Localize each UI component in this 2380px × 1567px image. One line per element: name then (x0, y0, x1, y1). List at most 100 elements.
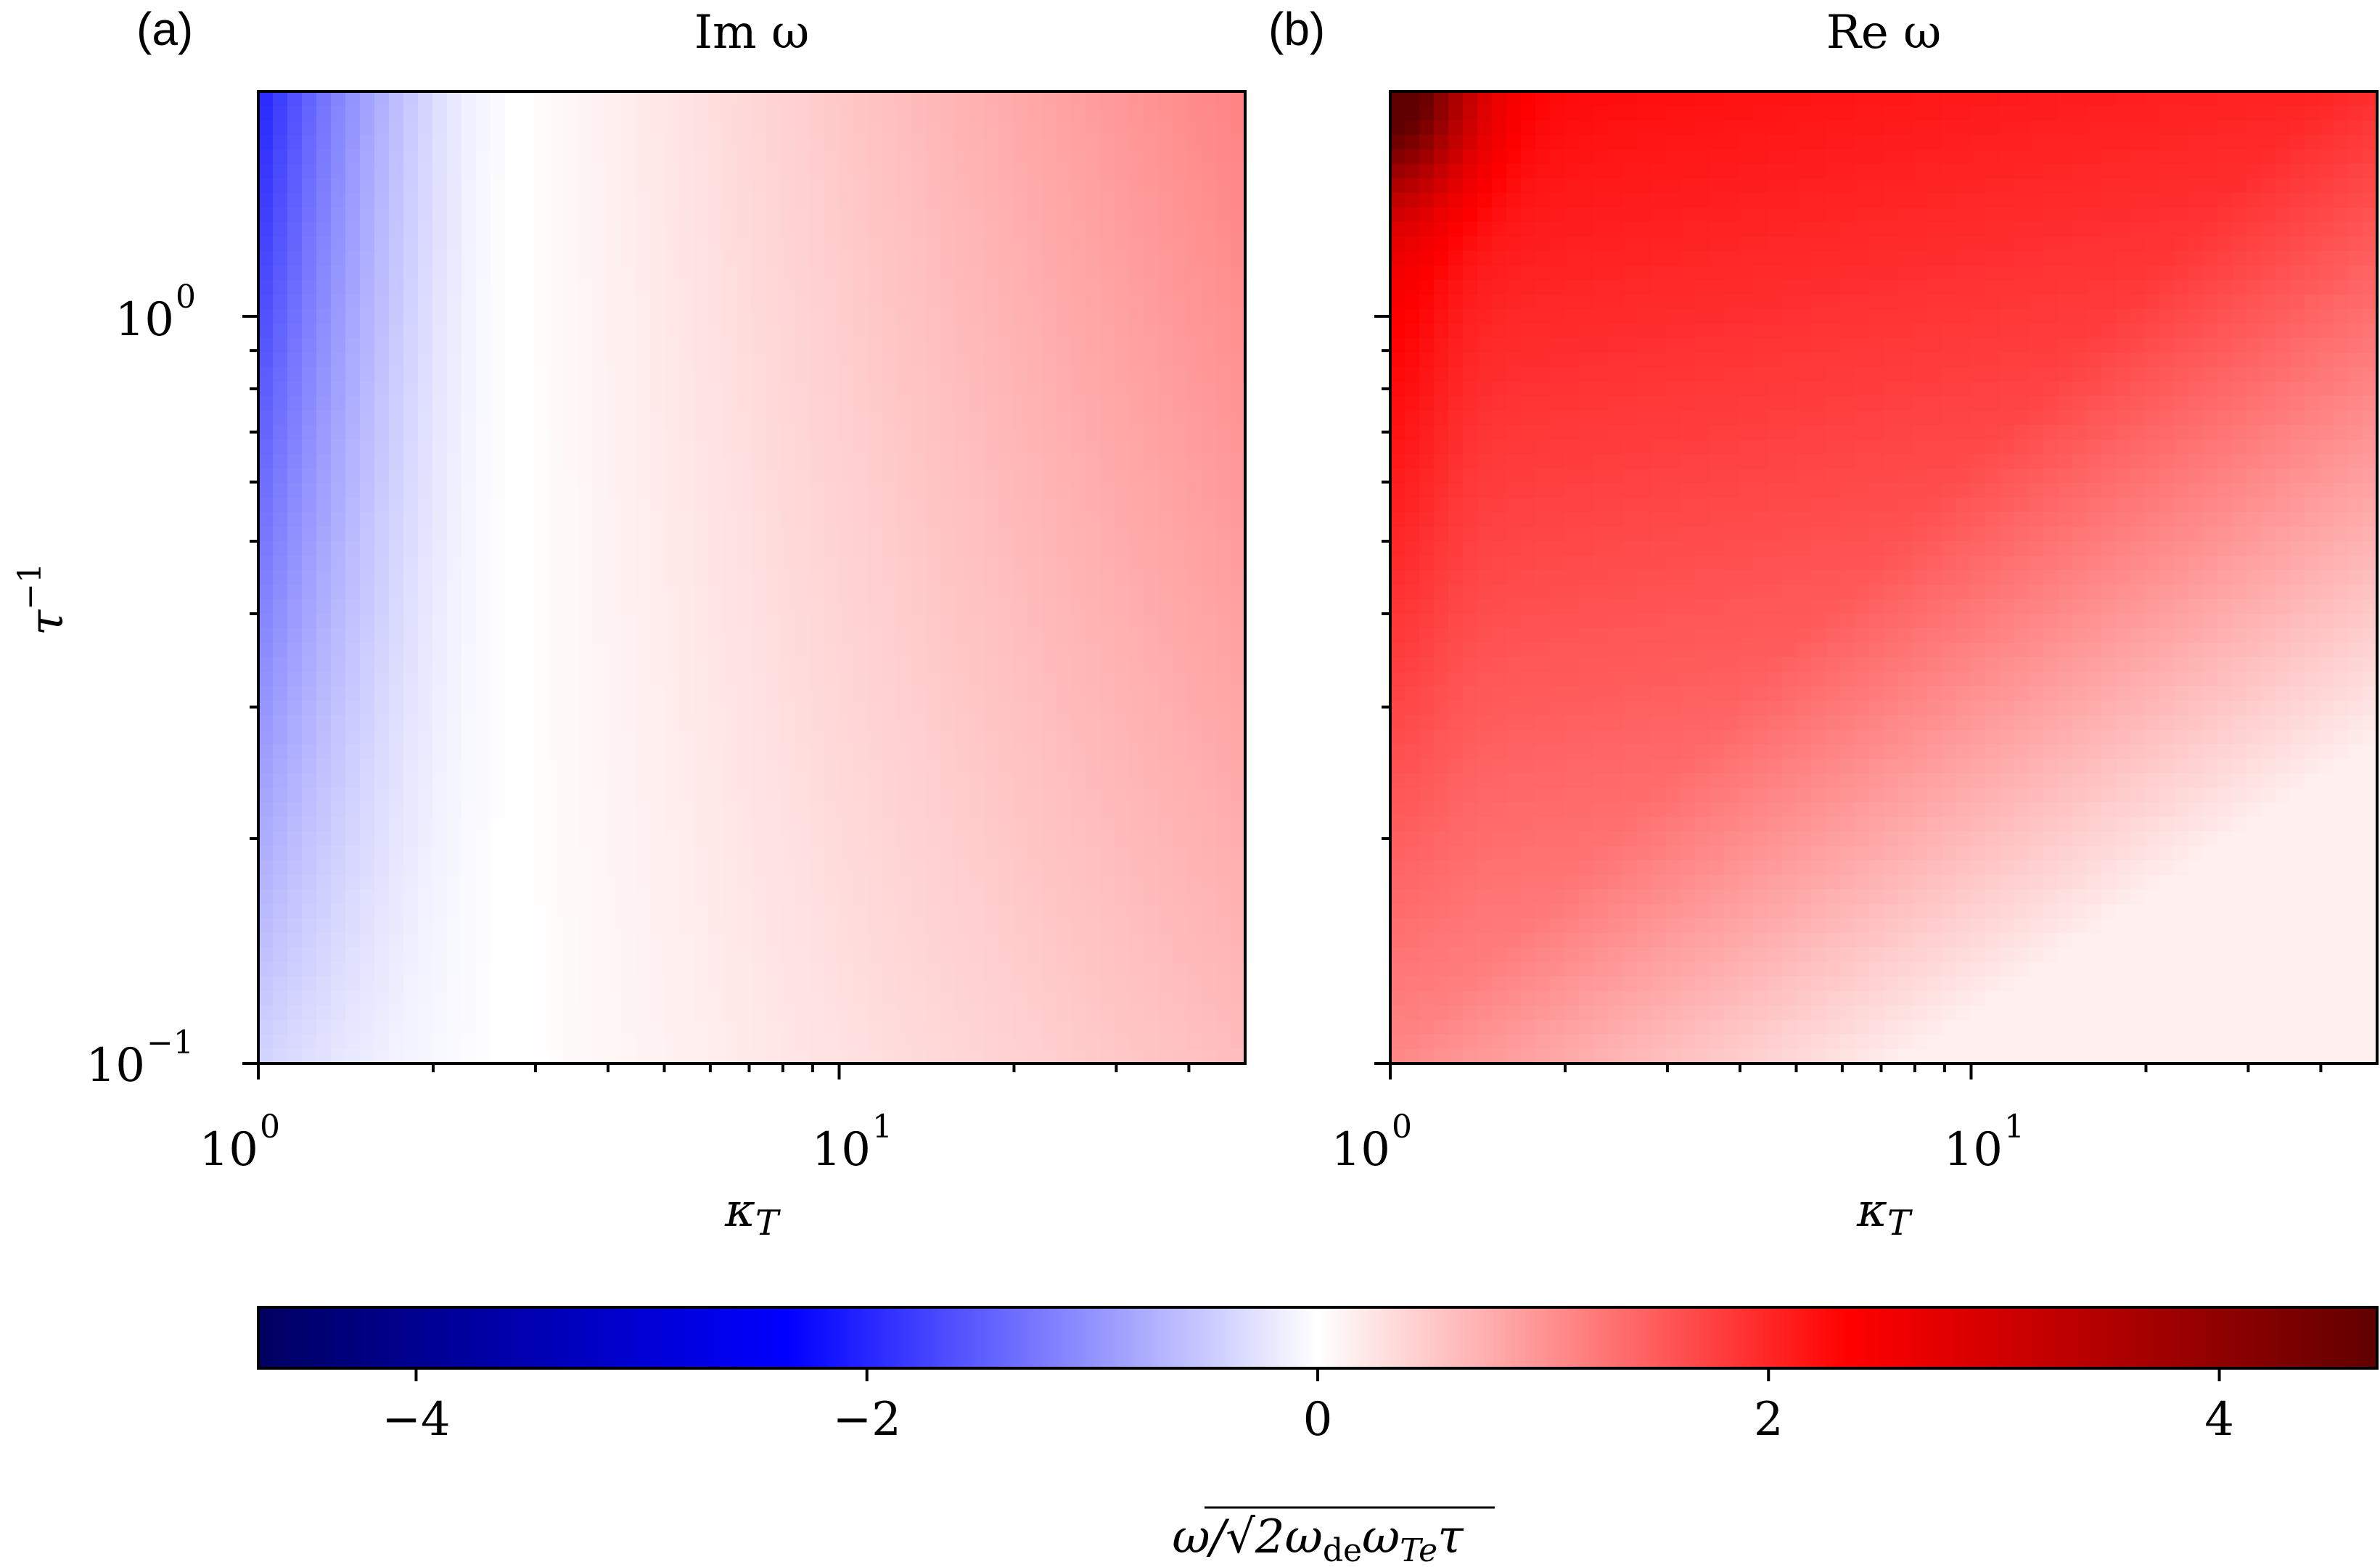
heatmap-cell (1129, 788, 1144, 803)
heatmap-cell (998, 207, 1014, 223)
heatmap-cell (795, 469, 811, 484)
heatmap-cell (418, 425, 433, 440)
heatmap-cell (549, 599, 564, 614)
heatmap-cell (723, 353, 738, 368)
heatmap-cell (360, 512, 375, 527)
heatmap-cell (1027, 338, 1043, 353)
heatmap-cell (795, 846, 811, 861)
heatmap-cell (447, 904, 462, 919)
heatmap-cell (563, 904, 578, 919)
heatmap-cell (1202, 875, 1217, 890)
heatmap-cell (1086, 106, 1101, 121)
heatmap-cell (752, 280, 767, 295)
heatmap-cell (1187, 976, 1202, 992)
heatmap-cell (926, 353, 941, 368)
heatmap-cell (940, 933, 956, 948)
heatmap-cell (418, 672, 433, 687)
heatmap-cell (534, 338, 549, 353)
heatmap-cell (1115, 207, 1130, 223)
heatmap-cell (694, 846, 709, 861)
heatmap-cell (461, 846, 477, 861)
heatmap-cell (389, 149, 404, 165)
heatmap-cell (940, 802, 956, 818)
heatmap-cell (1434, 527, 1449, 542)
heatmap-cell (1013, 991, 1028, 1006)
heatmap-cell (418, 947, 433, 963)
heatmap-cell (1173, 947, 1188, 963)
heatmap-cell (926, 382, 941, 397)
heatmap-cell (1144, 338, 1159, 353)
heatmap-cell (578, 730, 593, 745)
heatmap-cell (1056, 686, 1072, 702)
heatmap-cell (1158, 875, 1173, 890)
heatmap-cell (389, 338, 404, 353)
heatmap-cell (969, 962, 985, 977)
heatmap-cell (389, 802, 404, 818)
heatmap-cell (636, 266, 651, 281)
heatmap-cell (795, 178, 811, 194)
heatmap-cell (403, 483, 419, 498)
heatmap-cell (1405, 918, 1420, 934)
heatmap-cell (781, 106, 796, 121)
heatmap-cell (897, 686, 912, 702)
heatmap-cell (955, 1005, 970, 1021)
heatmap-cell (389, 759, 404, 774)
heatmap-cell (766, 483, 781, 498)
heatmap-cell (505, 846, 520, 861)
heatmap-cell (1405, 295, 1420, 310)
heatmap-cell (1216, 120, 1231, 136)
heatmap-cell (461, 1035, 477, 1050)
heatmap-cell (578, 643, 593, 658)
heatmap-cell (403, 91, 419, 107)
heatmap-cell (1231, 933, 1245, 948)
heatmap-cell (1158, 135, 1173, 150)
heatmap-cell (650, 817, 665, 832)
heatmap-cell (578, 556, 593, 571)
heatmap-cell (853, 788, 869, 803)
heatmap-cell (737, 730, 752, 745)
heatmap-cell (766, 860, 781, 876)
heatmap-cell (316, 657, 332, 673)
heatmap-cell (316, 1049, 332, 1064)
heatmap-cell (432, 309, 448, 324)
heatmap-cell (1173, 788, 1188, 803)
heatmap-cell (505, 149, 520, 165)
heatmap-cell (752, 672, 767, 687)
heatmap-cell (1419, 280, 1435, 295)
heatmap-cell (969, 875, 985, 890)
heatmap-cell (1100, 164, 1115, 179)
heatmap-cell (1056, 657, 1072, 673)
heatmap-cell (853, 701, 869, 716)
heatmap-cell (824, 324, 840, 339)
heatmap-cell (403, 1035, 419, 1050)
heatmap-cell (752, 918, 767, 934)
heatmap-cell (1129, 715, 1144, 731)
heatmap-cell (810, 1020, 825, 1035)
heatmap-cell (810, 918, 825, 934)
heatmap-cell (1202, 831, 1217, 847)
heatmap-cell (752, 686, 767, 702)
heatmap-cell (940, 1049, 956, 1064)
heatmap-cell (1158, 280, 1173, 295)
heatmap-cell (534, 193, 549, 208)
heatmap-cell (578, 295, 593, 310)
heatmap-cell (1231, 585, 1245, 600)
heatmap-cell (505, 773, 520, 789)
heatmap-cell (795, 527, 811, 542)
heatmap-cell (592, 817, 607, 832)
heatmap-cell (273, 947, 288, 963)
heatmap-cell (461, 1049, 477, 1064)
heatmap-cell (302, 715, 317, 731)
heatmap-cell (621, 614, 636, 629)
heatmap-cell (868, 744, 883, 760)
heatmap-cell (1434, 1049, 1449, 1064)
heatmap-cell (1042, 875, 1057, 890)
heatmap-cell (418, 280, 433, 295)
heatmap-cell (461, 715, 477, 731)
heatmap-cell (636, 904, 651, 919)
heatmap-cell (621, 643, 636, 658)
heatmap-cell (331, 846, 346, 861)
heatmap-cell (1158, 251, 1173, 266)
heatmap-cell (636, 889, 651, 905)
x-tick-base: 10 (812, 1123, 871, 1177)
